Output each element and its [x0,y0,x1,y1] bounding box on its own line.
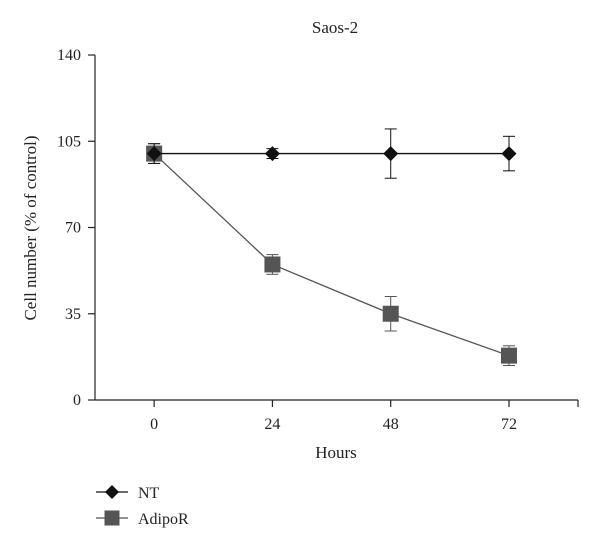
data-point [383,146,399,162]
data-point [146,146,162,162]
x-tick-label: 72 [501,416,517,433]
legend: NT AdipoR [96,485,189,528]
legend-label: AdipoR [138,511,189,528]
legend-marker [105,485,119,499]
y-tick-label: 140 [57,47,81,64]
legend-label: NT [138,485,160,502]
data-point [501,347,517,364]
x-tick-label: 0 [150,416,158,433]
plot-series [146,128,517,366]
legend-marker [104,510,120,526]
series-adipor [146,143,517,366]
chart-title: Saos-2 [312,18,358,37]
series-line [153,153,510,357]
y-tick-label: 105 [57,133,81,150]
y-tick-label: 0 [73,392,81,409]
x-tick-label: 48 [383,416,399,433]
data-point [264,146,280,162]
series-nt [146,128,517,179]
legend-item-nt: NT [96,485,160,502]
x-axis-label: Hours [315,443,357,462]
data-point [501,146,517,162]
y-axis: 0 35 70 105 140 [57,47,96,409]
y-tick-label: 35 [65,306,81,323]
y-axis-label: Cell number (% of control) [21,135,40,320]
x-tick-label: 24 [264,416,280,433]
data-point [382,305,399,322]
y-tick-label: 70 [65,220,81,237]
legend-item-adipor: AdipoR [96,510,189,528]
x-axis: 0 24 48 72 [95,399,579,433]
data-point [264,256,281,273]
